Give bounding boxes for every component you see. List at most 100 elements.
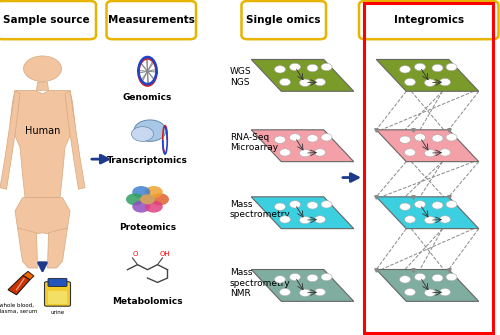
Circle shape	[424, 216, 436, 224]
Text: RNA-Seq
Microarray: RNA-Seq Microarray	[230, 133, 278, 152]
Circle shape	[307, 64, 318, 72]
Circle shape	[414, 63, 426, 71]
Circle shape	[274, 66, 285, 73]
Circle shape	[446, 63, 457, 71]
FancyBboxPatch shape	[48, 291, 67, 304]
Polygon shape	[0, 90, 20, 189]
Circle shape	[314, 149, 326, 156]
Polygon shape	[376, 130, 479, 162]
Circle shape	[307, 202, 318, 209]
Polygon shape	[8, 275, 30, 295]
Circle shape	[314, 288, 326, 296]
Circle shape	[307, 274, 318, 282]
Circle shape	[440, 78, 450, 86]
Polygon shape	[376, 269, 479, 302]
Text: OH: OH	[160, 251, 170, 257]
Circle shape	[140, 194, 155, 204]
Circle shape	[440, 149, 450, 156]
Circle shape	[132, 186, 150, 198]
Polygon shape	[23, 271, 34, 280]
Circle shape	[432, 202, 443, 209]
Circle shape	[132, 201, 150, 213]
Circle shape	[440, 288, 450, 296]
Circle shape	[404, 78, 415, 86]
Circle shape	[414, 273, 426, 281]
Circle shape	[24, 56, 62, 81]
Circle shape	[424, 289, 436, 296]
Circle shape	[280, 78, 290, 86]
Circle shape	[424, 149, 436, 157]
Polygon shape	[251, 269, 354, 302]
Circle shape	[126, 193, 144, 205]
Circle shape	[414, 201, 426, 208]
Circle shape	[290, 201, 300, 208]
Circle shape	[400, 276, 410, 283]
Circle shape	[321, 63, 332, 71]
Polygon shape	[65, 90, 85, 189]
Text: WGS
NGS: WGS NGS	[230, 67, 252, 87]
Circle shape	[280, 216, 290, 223]
Polygon shape	[36, 82, 48, 90]
Polygon shape	[376, 197, 479, 228]
Text: Transcriptomics: Transcriptomics	[107, 156, 188, 165]
Text: Metabolomics: Metabolomics	[112, 297, 183, 306]
Circle shape	[440, 216, 450, 223]
Circle shape	[134, 120, 166, 141]
Circle shape	[432, 135, 443, 142]
Polygon shape	[10, 90, 75, 198]
FancyBboxPatch shape	[0, 1, 96, 39]
Circle shape	[432, 274, 443, 282]
Text: Sample source: Sample source	[3, 15, 90, 25]
Circle shape	[307, 135, 318, 142]
Circle shape	[321, 273, 332, 281]
Circle shape	[314, 216, 326, 223]
Polygon shape	[18, 228, 38, 268]
Text: Human: Human	[25, 126, 60, 136]
Text: Integromics: Integromics	[394, 15, 464, 25]
Circle shape	[290, 134, 300, 141]
Text: Measurements: Measurements	[108, 15, 194, 25]
FancyBboxPatch shape	[359, 1, 498, 39]
Polygon shape	[376, 59, 479, 91]
Circle shape	[274, 203, 285, 210]
Circle shape	[400, 66, 410, 73]
Text: Proteomics: Proteomics	[119, 223, 176, 232]
Circle shape	[446, 273, 457, 281]
Circle shape	[321, 201, 332, 208]
FancyBboxPatch shape	[48, 278, 67, 286]
Circle shape	[280, 149, 290, 156]
Circle shape	[404, 288, 415, 296]
Circle shape	[432, 64, 443, 72]
Circle shape	[300, 216, 310, 224]
Circle shape	[280, 288, 290, 296]
Circle shape	[300, 149, 310, 157]
Circle shape	[132, 127, 154, 141]
Circle shape	[424, 79, 436, 86]
Text: Mass
spectrometry: Mass spectrometry	[230, 200, 291, 219]
Text: whole blood,
plasma, serum: whole blood, plasma, serum	[0, 303, 37, 314]
Circle shape	[400, 203, 410, 210]
Circle shape	[414, 134, 426, 141]
Text: O: O	[132, 251, 138, 257]
Polygon shape	[48, 228, 68, 268]
Circle shape	[446, 201, 457, 208]
Circle shape	[151, 193, 169, 205]
Circle shape	[400, 136, 410, 143]
Circle shape	[404, 216, 415, 223]
Polygon shape	[251, 59, 354, 91]
Polygon shape	[15, 198, 70, 234]
FancyBboxPatch shape	[242, 1, 326, 39]
Text: Mass
spectrometry
NMR: Mass spectrometry NMR	[230, 268, 291, 298]
Text: Single omics: Single omics	[246, 15, 321, 25]
Circle shape	[290, 63, 300, 71]
Circle shape	[314, 78, 326, 86]
Circle shape	[145, 186, 163, 198]
Circle shape	[446, 134, 457, 141]
Circle shape	[290, 273, 300, 281]
Polygon shape	[251, 130, 354, 162]
Circle shape	[274, 276, 285, 283]
Text: urine: urine	[50, 310, 64, 315]
Circle shape	[321, 134, 332, 141]
Circle shape	[404, 149, 415, 156]
Polygon shape	[251, 197, 354, 228]
